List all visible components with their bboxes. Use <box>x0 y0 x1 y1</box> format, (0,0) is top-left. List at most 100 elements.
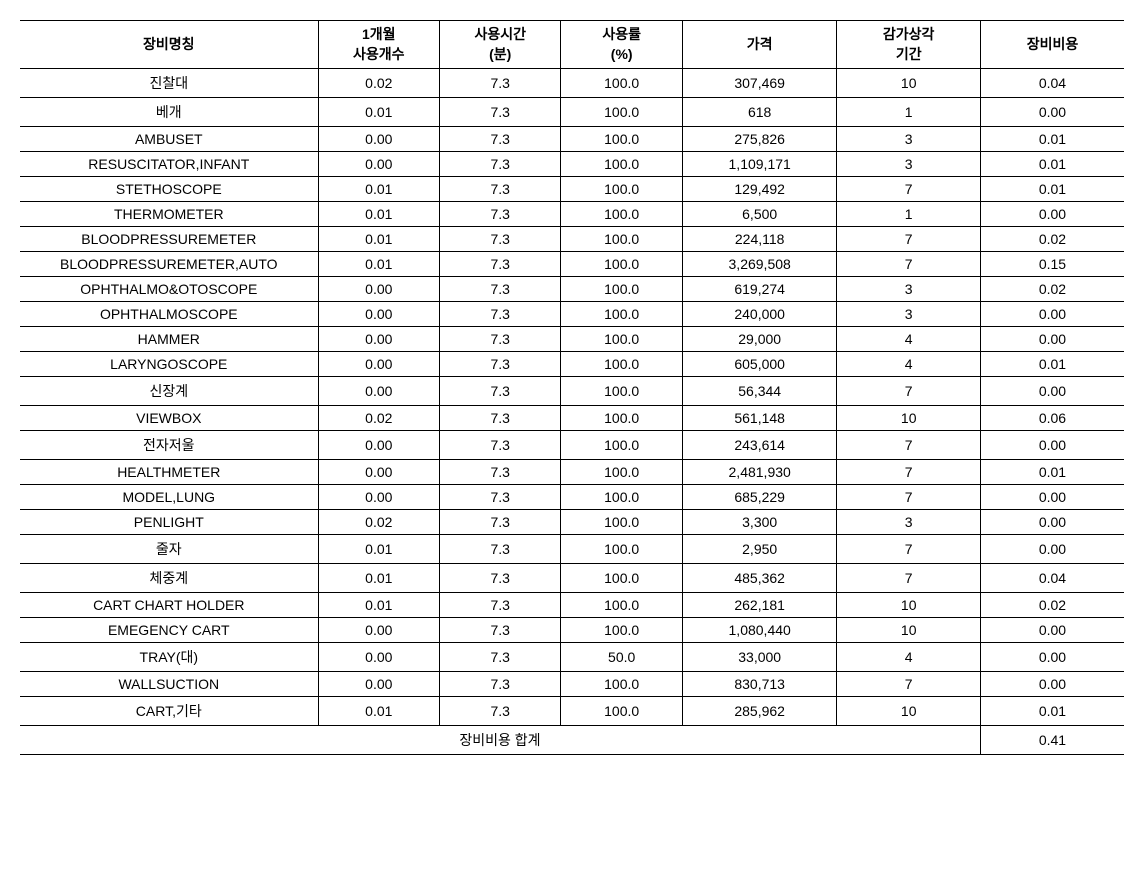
cell-time: 7.3 <box>440 302 561 327</box>
cell-price: 830,713 <box>682 672 837 697</box>
cell-cost: 0.00 <box>980 302 1124 327</box>
cell-period: 3 <box>837 277 981 302</box>
cell-equipment-name: 체중계 <box>20 564 318 593</box>
table-row: CART CHART HOLDER0.017.3100.0262,181100.… <box>20 593 1124 618</box>
header-usage-time: 사용시간 (분) <box>440 21 561 69</box>
table-row: HEALTHMETER0.007.3100.02,481,93070.01 <box>20 460 1124 485</box>
cell-price: 605,000 <box>682 352 837 377</box>
cell-equipment-name: HEALTHMETER <box>20 460 318 485</box>
cell-rate: 100.0 <box>561 202 682 227</box>
header-label-line1: 사용시간 <box>474 26 526 42</box>
table-row: 베개0.017.3100.061810.00 <box>20 98 1124 127</box>
table-row: 신장계0.007.3100.056,34470.00 <box>20 377 1124 406</box>
cell-time: 7.3 <box>440 352 561 377</box>
cell-price: 2,481,930 <box>682 460 837 485</box>
cell-price: 33,000 <box>682 643 837 672</box>
cell-cost: 0.04 <box>980 69 1124 98</box>
cell-cost: 0.00 <box>980 535 1124 564</box>
cell-time: 7.3 <box>440 69 561 98</box>
cell-rate: 100.0 <box>561 177 682 202</box>
cell-price: 619,274 <box>682 277 837 302</box>
header-monthly-quantity: 1개월 사용개수 <box>318 21 439 69</box>
cell-period: 4 <box>837 643 981 672</box>
cell-price: 275,826 <box>682 127 837 152</box>
cell-time: 7.3 <box>440 672 561 697</box>
cell-rate: 100.0 <box>561 618 682 643</box>
cell-time: 7.3 <box>440 485 561 510</box>
cell-time: 7.3 <box>440 252 561 277</box>
cell-time: 7.3 <box>440 202 561 227</box>
cell-period: 7 <box>837 535 981 564</box>
cell-cost: 0.00 <box>980 618 1124 643</box>
cell-cost: 0.00 <box>980 98 1124 127</box>
cell-equipment-name: 신장계 <box>20 377 318 406</box>
cell-price: 240,000 <box>682 302 837 327</box>
cell-quantity: 0.00 <box>318 352 439 377</box>
table-row: OPHTHALMO&OTOSCOPE0.007.3100.0619,27430.… <box>20 277 1124 302</box>
cell-period: 7 <box>837 377 981 406</box>
cell-cost: 0.15 <box>980 252 1124 277</box>
summary-total: 0.41 <box>980 726 1124 755</box>
cell-period: 10 <box>837 406 981 431</box>
cell-quantity: 0.00 <box>318 327 439 352</box>
cell-period: 7 <box>837 431 981 460</box>
cell-period: 7 <box>837 564 981 593</box>
header-price: 가격 <box>682 21 837 69</box>
equipment-cost-table-container: 장비명칭 1개월 사용개수 사용시간 (분) 사용률 (%) 가격 <box>20 20 1124 755</box>
cell-price: 685,229 <box>682 485 837 510</box>
header-label: 장비명칭 <box>143 36 195 52</box>
cell-period: 3 <box>837 302 981 327</box>
table-row: PENLIGHT0.027.3100.03,30030.00 <box>20 510 1124 535</box>
cell-quantity: 0.00 <box>318 431 439 460</box>
cell-time: 7.3 <box>440 593 561 618</box>
cell-equipment-name: RESUSCITATOR,INFANT <box>20 152 318 177</box>
table-row: THERMOMETER0.017.3100.06,50010.00 <box>20 202 1124 227</box>
cell-rate: 100.0 <box>561 564 682 593</box>
cell-period: 3 <box>837 127 981 152</box>
cell-quantity: 0.00 <box>318 277 439 302</box>
cell-rate: 100.0 <box>561 302 682 327</box>
cell-equipment-name: BLOODPRESSUREMETER,AUTO <box>20 252 318 277</box>
cell-equipment-name: CART,기타 <box>20 697 318 726</box>
header-label: 가격 <box>747 36 773 52</box>
cell-cost: 0.00 <box>980 510 1124 535</box>
cell-time: 7.3 <box>440 277 561 302</box>
header-label-line2: 사용개수 <box>353 46 405 62</box>
cell-equipment-name: BLOODPRESSUREMETER <box>20 227 318 252</box>
cell-equipment-name: LARYNGOSCOPE <box>20 352 318 377</box>
table-row: WALLSUCTION0.007.3100.0830,71370.00 <box>20 672 1124 697</box>
summary-label: 장비비용 합계 <box>20 726 980 755</box>
cell-cost: 0.01 <box>980 352 1124 377</box>
cell-time: 7.3 <box>440 431 561 460</box>
table-row: OPHTHALMOSCOPE0.007.3100.0240,00030.00 <box>20 302 1124 327</box>
header-label-line2: 기간 <box>896 46 922 62</box>
cell-period: 7 <box>837 460 981 485</box>
cell-equipment-name: AMBUSET <box>20 127 318 152</box>
cell-time: 7.3 <box>440 697 561 726</box>
header-label: 장비비용 <box>1027 36 1079 52</box>
cell-time: 7.3 <box>440 510 561 535</box>
cell-cost: 0.00 <box>980 202 1124 227</box>
cell-equipment-name: 진찰대 <box>20 69 318 98</box>
cell-rate: 100.0 <box>561 406 682 431</box>
cell-equipment-name: OPHTHALMOSCOPE <box>20 302 318 327</box>
cell-period: 1 <box>837 202 981 227</box>
cell-quantity: 0.00 <box>318 485 439 510</box>
cell-equipment-name: 줄자 <box>20 535 318 564</box>
cell-rate: 100.0 <box>561 510 682 535</box>
cell-cost: 0.02 <box>980 227 1124 252</box>
cell-equipment-name: CART CHART HOLDER <box>20 593 318 618</box>
cell-period: 3 <box>837 510 981 535</box>
cell-quantity: 0.00 <box>318 618 439 643</box>
cell-quantity: 0.00 <box>318 460 439 485</box>
cell-equipment-name: THERMOMETER <box>20 202 318 227</box>
cell-rate: 100.0 <box>561 593 682 618</box>
table-row: TRAY(대)0.007.350.033,00040.00 <box>20 643 1124 672</box>
cell-price: 2,950 <box>682 535 837 564</box>
cell-time: 7.3 <box>440 377 561 406</box>
cell-equipment-name: OPHTHALMO&OTOSCOPE <box>20 277 318 302</box>
cell-price: 243,614 <box>682 431 837 460</box>
cell-cost: 0.00 <box>980 643 1124 672</box>
table-header: 장비명칭 1개월 사용개수 사용시간 (분) 사용률 (%) 가격 <box>20 21 1124 69</box>
cell-time: 7.3 <box>440 98 561 127</box>
